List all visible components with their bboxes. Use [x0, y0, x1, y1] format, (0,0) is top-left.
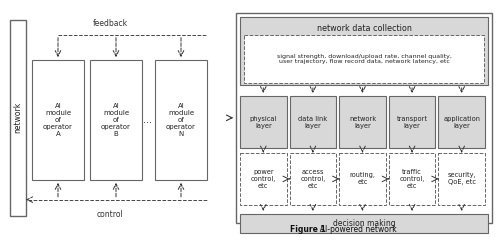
Text: network data collection: network data collection: [317, 24, 411, 33]
Bar: [339, 153, 386, 205]
Bar: [389, 153, 435, 205]
Bar: [240, 18, 488, 85]
Bar: [155, 60, 207, 180]
Text: security,
QoE, etc: security, QoE, etc: [447, 172, 476, 186]
Bar: [90, 60, 142, 180]
Text: network
layer: network layer: [349, 116, 376, 129]
Text: AI-powered network: AI-powered network: [315, 225, 396, 234]
Bar: [438, 96, 485, 148]
Text: ...: ...: [143, 115, 152, 125]
Bar: [32, 60, 84, 180]
Bar: [290, 96, 336, 148]
Bar: [236, 13, 492, 222]
Text: AI
module
of
operator
A: AI module of operator A: [43, 103, 73, 137]
Bar: [339, 96, 386, 148]
Text: signal strength, download/upload rate, channel quality,
user trajectory, flow re: signal strength, download/upload rate, c…: [276, 54, 452, 64]
Bar: [438, 153, 485, 205]
Text: AI
module
of
operator
B: AI module of operator B: [101, 103, 131, 137]
Text: feedback: feedback: [93, 19, 127, 29]
Text: control: control: [97, 210, 124, 219]
Bar: [244, 35, 484, 83]
Text: traffic
control,
etc: traffic control, etc: [399, 169, 425, 189]
Bar: [10, 20, 26, 216]
Text: application
layer: application layer: [443, 116, 480, 129]
Text: Figure 1: Figure 1: [290, 225, 326, 234]
Text: access
control,
etc: access control, etc: [300, 169, 326, 189]
Bar: [240, 96, 287, 148]
Text: data link
layer: data link layer: [298, 116, 328, 129]
Text: decision making: decision making: [333, 219, 395, 228]
Text: power
control,
etc: power control, etc: [250, 169, 276, 189]
Bar: [389, 96, 435, 148]
Text: network: network: [13, 102, 22, 133]
Text: physical
layer: physical layer: [249, 116, 277, 129]
Bar: [240, 153, 287, 205]
Bar: [240, 214, 488, 234]
Bar: [290, 153, 336, 205]
Text: AI
module
of
operator
N: AI module of operator N: [166, 103, 196, 137]
Text: transport
layer: transport layer: [396, 116, 428, 129]
Text: routing,
etc: routing, etc: [350, 172, 375, 186]
